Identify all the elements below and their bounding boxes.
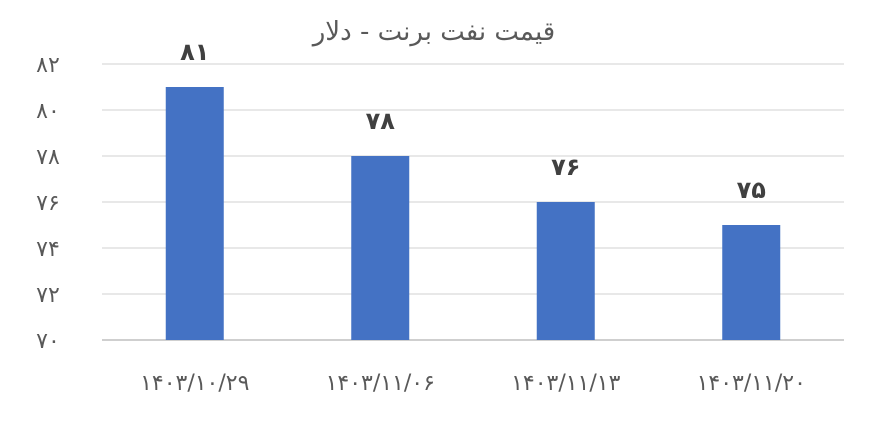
data-label: ۷۵: [737, 176, 766, 204]
y-tick-label: ۷۸: [36, 145, 60, 170]
y-tick-label: ۸۰: [36, 99, 60, 124]
x-tick-label: ۱۴۰۳/۱۱/۰۶: [326, 371, 435, 396]
x-tick-label: ۱۴۰۳/۱۱/۱۳: [511, 371, 621, 396]
data-labels: ۸۱ ۷۸ ۷۶ ۷۵: [180, 38, 766, 204]
bars: [165, 87, 781, 340]
data-label: ۸۱: [180, 38, 209, 66]
bar: [722, 225, 781, 340]
bar: [351, 156, 410, 340]
y-axis-tick-labels: ۷۰ ۷۲ ۷۴ ۷۶ ۷۸ ۸۰ ۸۲: [36, 53, 60, 354]
y-tick-label: ۷۶: [36, 191, 60, 216]
x-tick-label: ۱۴۰۳/۱۱/۲۰: [697, 371, 806, 396]
data-label: ۷۸: [366, 107, 396, 135]
data-label: ۷۶: [551, 153, 580, 181]
x-axis-tick-labels: ۱۴۰۳/۱۰/۲۹ ۱۴۰۳/۱۱/۰۶ ۱۴۰۳/۱۱/۱۳ ۱۴۰۳/۱۱/۲۰: [140, 371, 806, 396]
y-tick-label: ۷۰: [36, 329, 60, 354]
chart-title: قیمت نفت برنت - دلار: [311, 17, 556, 47]
bar: [536, 202, 595, 340]
bar: [165, 87, 224, 340]
y-tick-label: ۸۲: [36, 53, 60, 78]
x-tick-label: ۱۴۰۳/۱۰/۲۹: [140, 371, 249, 396]
y-tick-label: ۷۴: [36, 237, 60, 262]
gridlines: [102, 63, 844, 341]
y-tick-label: ۷۲: [36, 283, 60, 308]
